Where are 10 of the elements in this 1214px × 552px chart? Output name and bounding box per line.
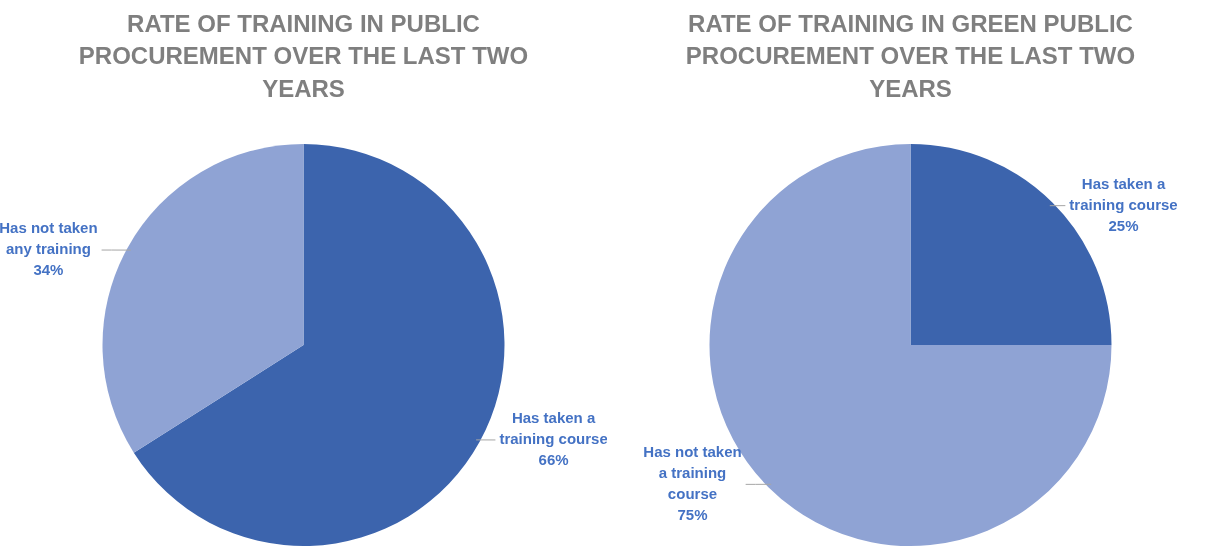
slice-label: Has not taken any training — [0, 219, 98, 258]
slice-label: Has taken a training course — [499, 409, 608, 448]
data-label: 66% — [538, 451, 569, 469]
slice-label: Has taken a training course — [1069, 174, 1178, 213]
data-label: 75% — [677, 506, 708, 524]
chart-title: RATE OF TRAINING IN GREEN PUBLIC PROCUREMENT OVER THE LAST TWO YEARS — [684, 9, 1137, 104]
data-label: 34% — [33, 261, 64, 279]
data-label: 25% — [1108, 216, 1139, 234]
slice-label: Has not taken a training course — [643, 443, 742, 503]
chart-title: RATE OF TRAINING IN PUBLIC PROCUREMENT OVER THE LAST TWO YEARS — [77, 9, 530, 104]
